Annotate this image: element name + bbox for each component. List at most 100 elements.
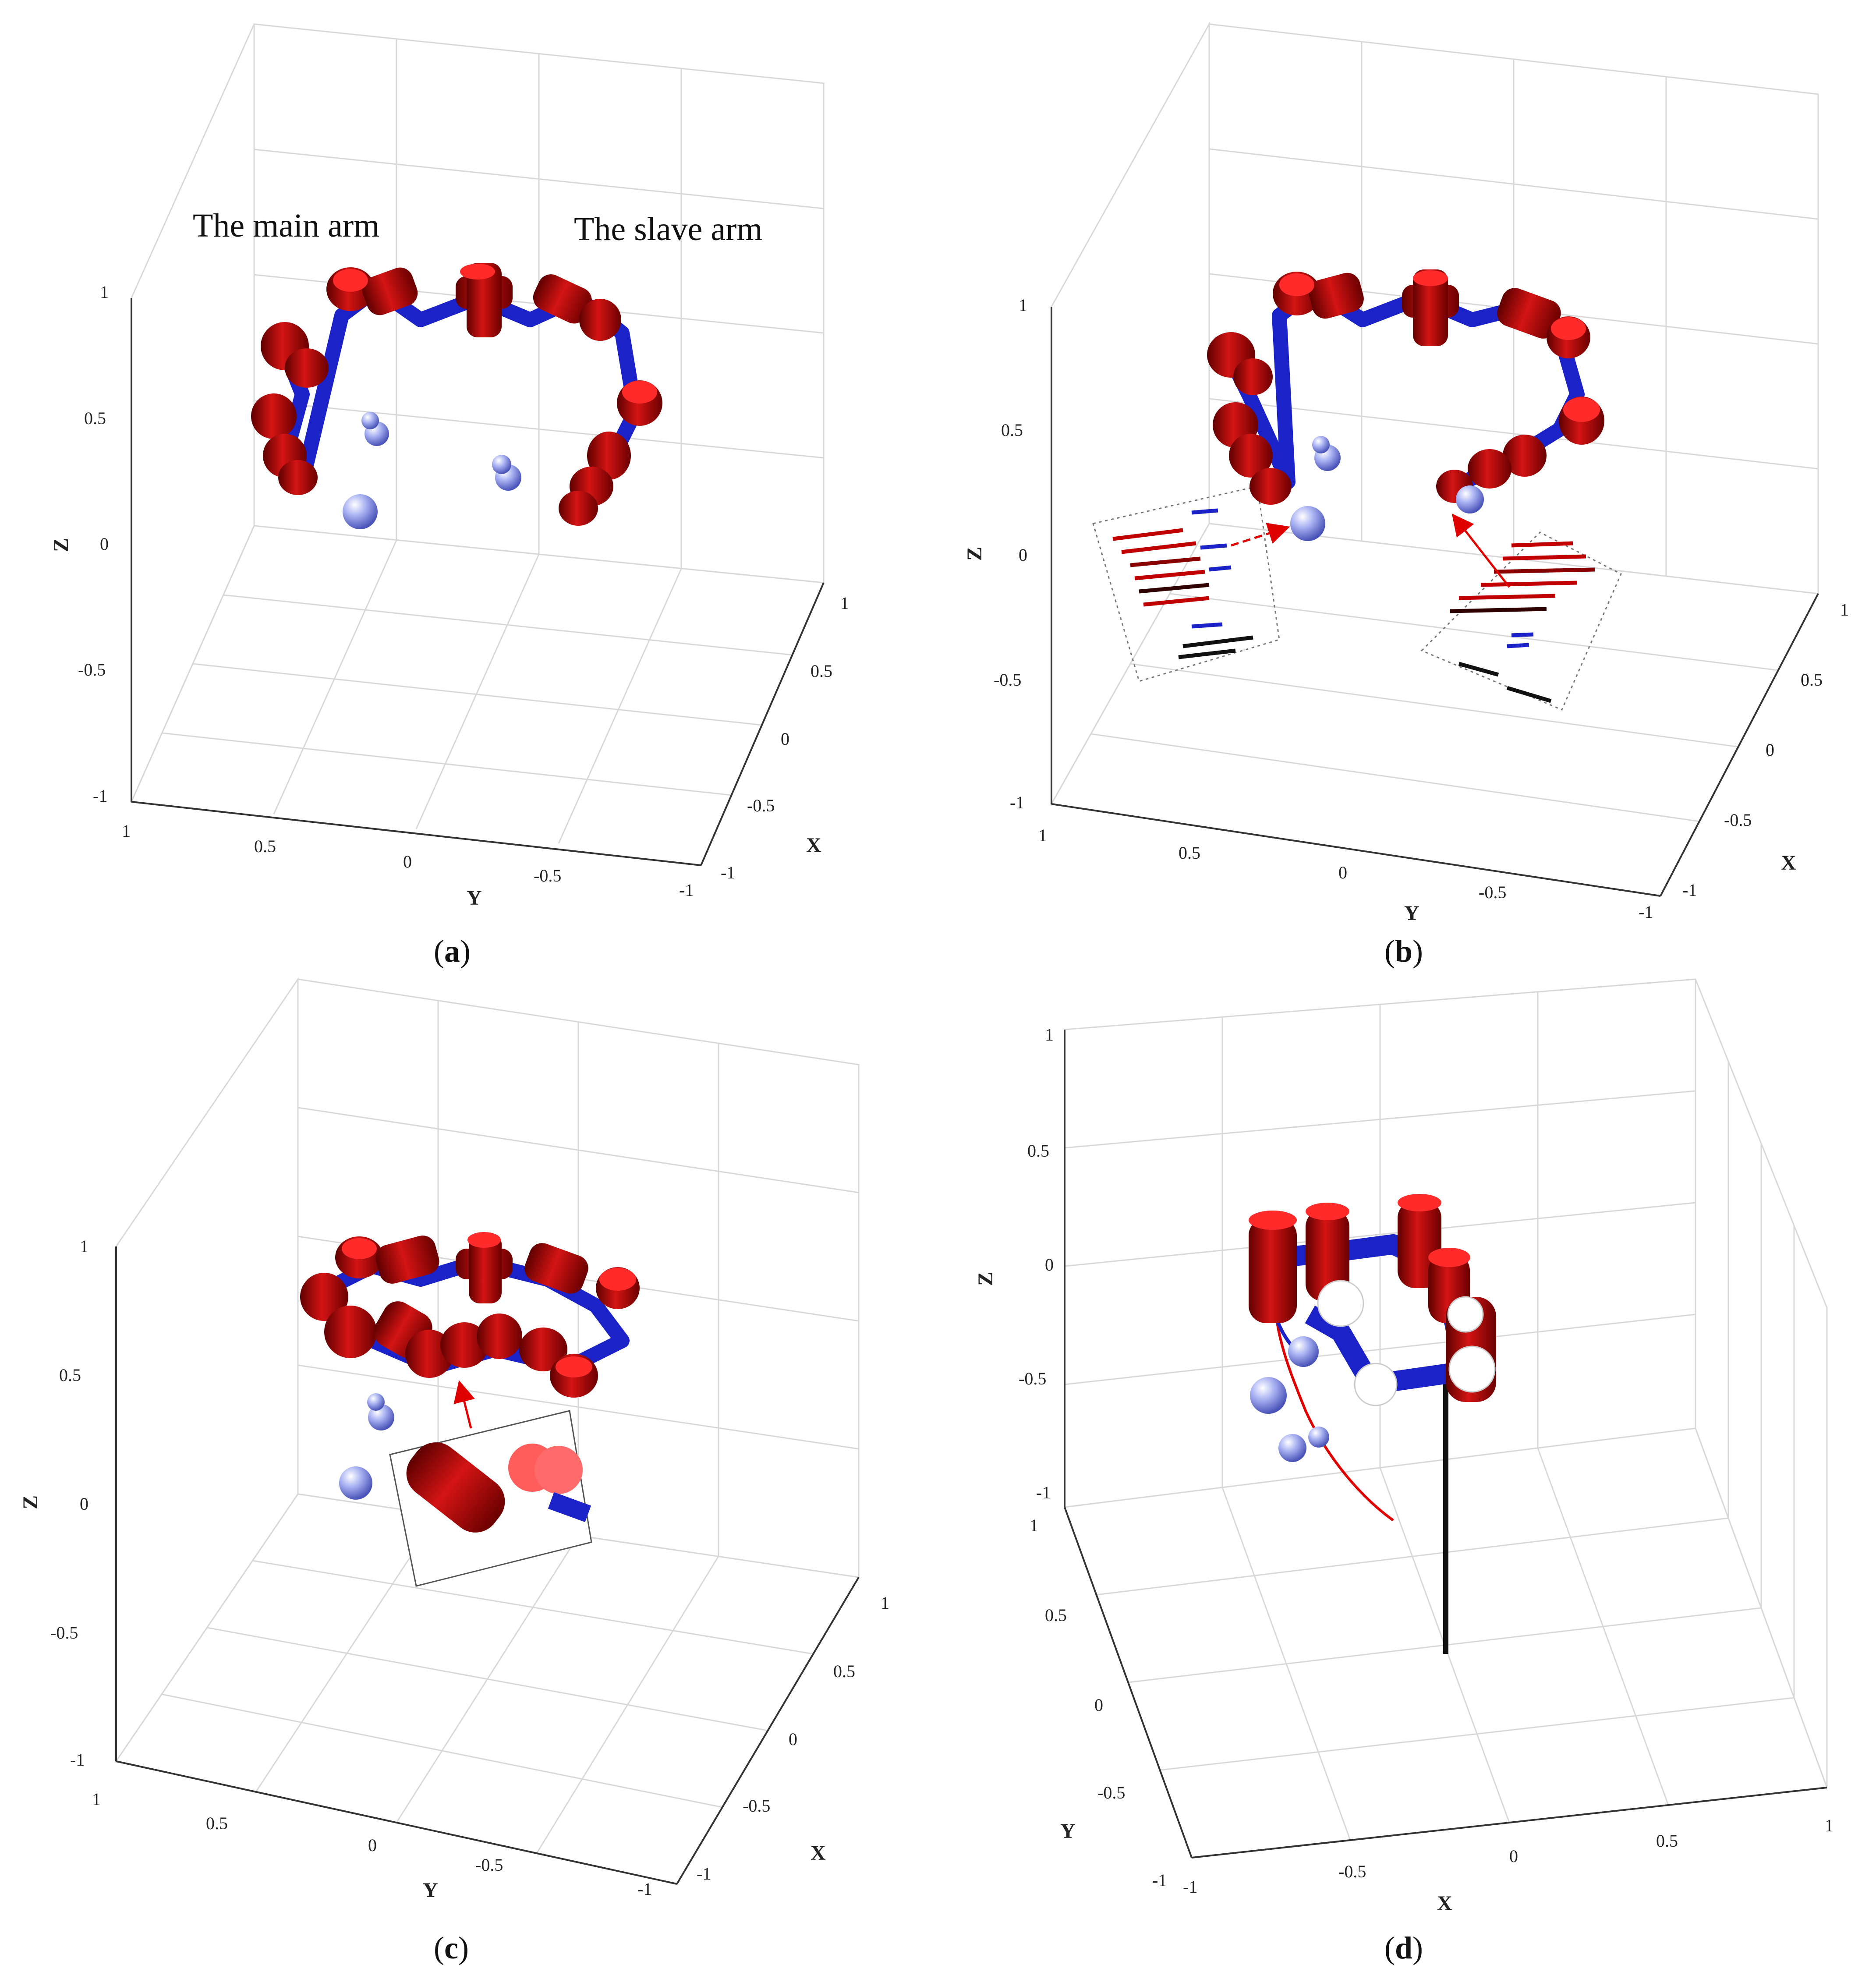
panel-d: 1 0.5 0 -0.5 -1 Z 1 0.5 0 -0.5 -1 Y -1 -… bbox=[974, 978, 1834, 1965]
joint bbox=[1413, 269, 1448, 346]
panel-b-arrows bbox=[1231, 513, 1510, 588]
y-tick-label: -0.5 bbox=[1479, 882, 1506, 902]
x-tick-label: -1 bbox=[1183, 1877, 1197, 1897]
joint bbox=[1249, 468, 1292, 505]
panel-a-z-ticks: 1 0.5 0 -0.5 -1 bbox=[78, 282, 109, 806]
panel-c-axes bbox=[115, 1246, 860, 1885]
panel-b: 1 0.5 0 -0.5 -1 Z 1 0.5 0 -0.5 -1 Y 1 0.… bbox=[963, 21, 1849, 969]
panel-b-robot-arms bbox=[1207, 269, 1604, 505]
y-axis-label: Y bbox=[1404, 902, 1419, 925]
panel-d-y-ticks: 1 0.5 0 -0.5 -1 bbox=[1030, 1515, 1167, 1890]
z-tick-label: 1 bbox=[100, 282, 109, 302]
joint bbox=[1229, 434, 1273, 478]
x-axis-label: X bbox=[811, 1841, 826, 1865]
panel-a-y-ticks: 1 0.5 0 -0.5 -1 bbox=[122, 821, 694, 900]
x-tick-label: 1 bbox=[840, 593, 849, 613]
z-tick-label: -0.5 bbox=[78, 660, 106, 680]
joint bbox=[533, 274, 592, 324]
joint bbox=[278, 460, 318, 495]
white-joint bbox=[1448, 1345, 1496, 1393]
x-tick-label: -0.5 bbox=[743, 1796, 770, 1816]
panel-d-z-ticks: 1 0.5 0 -0.5 -1 bbox=[1019, 1025, 1054, 1502]
x-tick-label: 1 bbox=[881, 1593, 889, 1613]
y-tick-label: 0.5 bbox=[1045, 1605, 1067, 1625]
panel-a-target-spheres bbox=[343, 412, 521, 529]
panel-b-z-ticks: 1 0.5 0 -0.5 -1 bbox=[994, 295, 1027, 812]
joint-cap bbox=[1413, 270, 1448, 286]
joint-cap bbox=[1563, 397, 1600, 422]
z-tick-label: 0 bbox=[1045, 1255, 1054, 1275]
caption-c-letter: c bbox=[444, 1930, 458, 1965]
y-tick-label: 1 bbox=[92, 1789, 101, 1809]
x-tick-label: -0.5 bbox=[747, 796, 775, 815]
caption-b: (b) bbox=[1384, 934, 1423, 969]
y-axis-label: Y bbox=[1060, 1820, 1076, 1843]
x-tick-label: -0.5 bbox=[1724, 810, 1752, 830]
z-tick-label: 0.5 bbox=[84, 408, 106, 428]
joint bbox=[285, 348, 329, 388]
caption-a: (a) bbox=[434, 934, 471, 969]
panel-a-robot-arms bbox=[251, 263, 662, 526]
y-tick-label: 0 bbox=[403, 852, 412, 871]
joint bbox=[1233, 358, 1273, 395]
panel-a-grid bbox=[130, 23, 825, 866]
panel-d-x-ticks: -1 -0.5 0 0.5 1 bbox=[1183, 1816, 1834, 1897]
x-tick-label: -1 bbox=[721, 863, 735, 882]
joint bbox=[1468, 449, 1511, 489]
joint-cap bbox=[599, 1268, 636, 1291]
inset-joint bbox=[534, 1446, 583, 1494]
target-sphere bbox=[1456, 485, 1484, 513]
panel-b-ghost-shadow-right bbox=[1420, 531, 1622, 711]
caption-b-letter: b bbox=[1395, 934, 1412, 969]
y-tick-label: -0.5 bbox=[475, 1855, 503, 1875]
panel-b-y-ticks: 1 0.5 0 -0.5 -1 bbox=[1038, 825, 1653, 922]
y-axis-label: Y bbox=[423, 1879, 438, 1902]
panel-a: 1 0.5 0 -0.5 -1 Z 1 0.5 0 -0.5 -1 Y 1 0.… bbox=[50, 23, 849, 969]
joint-cap bbox=[342, 1238, 377, 1259]
joint bbox=[251, 393, 297, 439]
target-sphere bbox=[367, 1393, 385, 1411]
joint-cap bbox=[1551, 317, 1586, 340]
joint-cap bbox=[333, 269, 368, 292]
y-tick-label: -1 bbox=[1152, 1870, 1167, 1890]
x-tick-label: 0.5 bbox=[833, 1661, 855, 1681]
y-tick-label: 1 bbox=[1038, 825, 1047, 845]
panel-b-grid bbox=[1050, 21, 1819, 897]
target-sphere bbox=[492, 455, 511, 474]
y-tick-label: 0.5 bbox=[1179, 843, 1200, 863]
panel-c-y-ticks: 1 0.5 0 -0.5 -1 bbox=[92, 1789, 652, 1899]
z-tick-label: 0.5 bbox=[1027, 1141, 1049, 1161]
joint bbox=[1249, 1218, 1297, 1323]
panel-d-target-spheres bbox=[1250, 1336, 1329, 1462]
y-tick-label: -0.5 bbox=[1097, 1783, 1125, 1802]
target-sphere bbox=[361, 412, 379, 429]
joint-cap bbox=[467, 1232, 501, 1248]
joint-cap bbox=[1249, 1211, 1297, 1230]
zoom-arrow bbox=[453, 1380, 475, 1429]
z-tick-label: -0.5 bbox=[994, 670, 1021, 690]
joint bbox=[362, 267, 418, 315]
panel-c-zoom-inset bbox=[389, 1410, 592, 1587]
projection-arrow bbox=[1451, 513, 1510, 588]
target-sphere bbox=[368, 1404, 394, 1430]
x-axis-label: X bbox=[1781, 851, 1796, 874]
caption-d-letter: d bbox=[1395, 1930, 1412, 1965]
joint-cap bbox=[460, 264, 495, 280]
x-tick-label: 0 bbox=[789, 1729, 797, 1749]
target-sphere bbox=[1278, 1434, 1306, 1462]
x-tick-label: -1 bbox=[1682, 880, 1697, 900]
target-sphere bbox=[343, 494, 378, 529]
joint bbox=[559, 491, 598, 526]
z-tick-label: -1 bbox=[1036, 1483, 1051, 1502]
x-tick-label: 0 bbox=[781, 729, 789, 749]
y-tick-label: 0 bbox=[368, 1835, 377, 1855]
joint-cap bbox=[1428, 1248, 1470, 1267]
x-tick-label: 1 bbox=[1825, 1816, 1834, 1835]
z-tick-label: 0 bbox=[100, 534, 109, 554]
y-tick-label: 0 bbox=[1094, 1695, 1103, 1715]
annotation-main-arm: The main arm bbox=[193, 207, 379, 244]
joint bbox=[524, 1243, 588, 1294]
joint-cap bbox=[1306, 1203, 1349, 1220]
joint bbox=[579, 299, 621, 341]
